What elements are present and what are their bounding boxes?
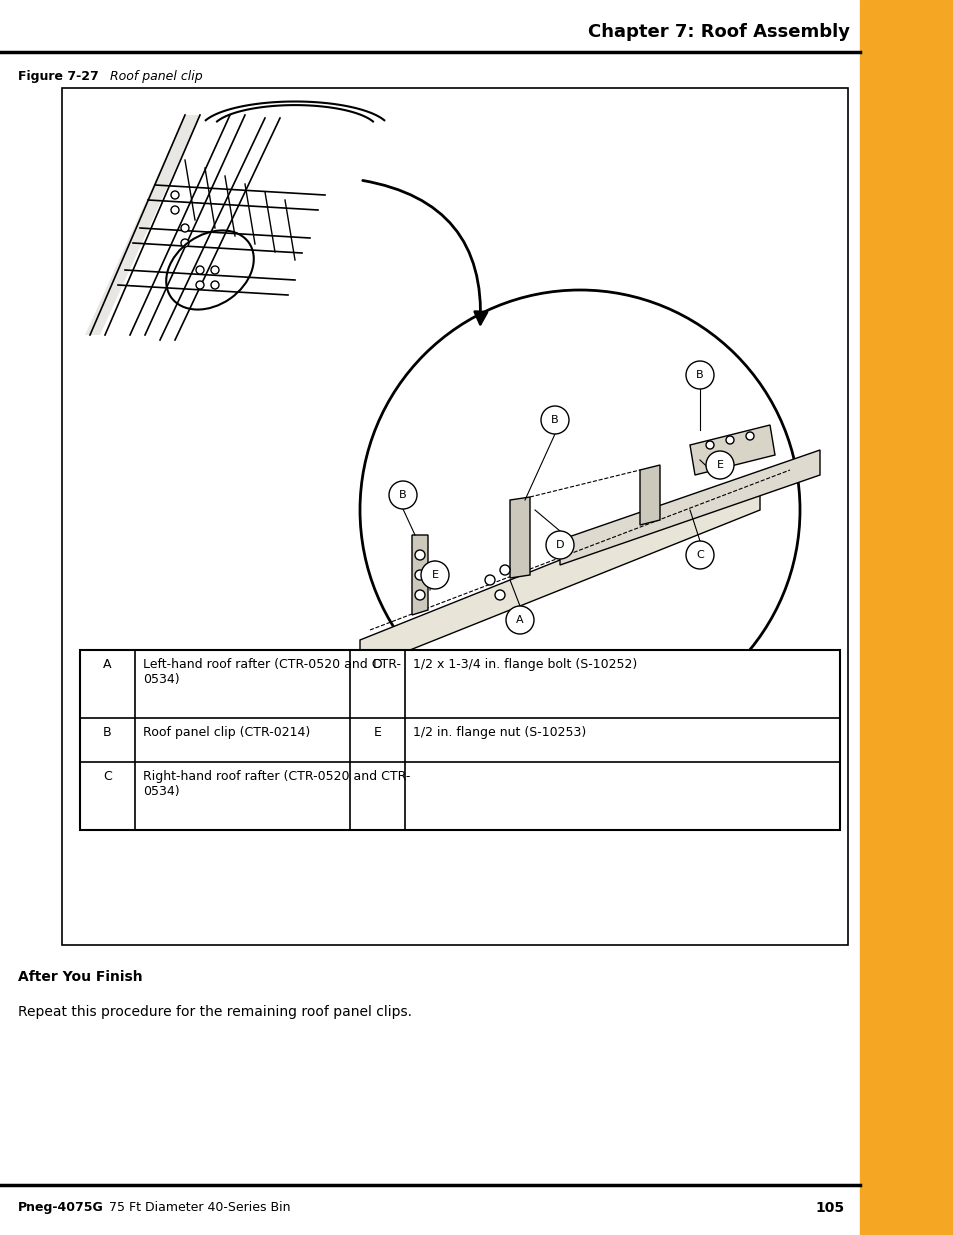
Circle shape [499, 564, 510, 576]
Bar [859, 0, 953, 1235]
Text: E: E [716, 459, 722, 471]
Circle shape [389, 480, 416, 509]
Circle shape [705, 451, 733, 479]
Circle shape [211, 266, 219, 274]
Text: Repeat this procedure for the remaining roof panel clips.: Repeat this procedure for the remaining … [18, 1005, 412, 1019]
Text: 105: 105 [815, 1200, 844, 1215]
FancyArrowPatch shape [362, 180, 486, 324]
Circle shape [705, 441, 713, 450]
Circle shape [195, 266, 204, 274]
Circle shape [745, 432, 753, 440]
Text: 1/2 x 1-3/4 in. flange bolt (S-10252): 1/2 x 1-3/4 in. flange bolt (S-10252) [413, 658, 637, 671]
Text: A: A [103, 658, 112, 671]
Text: Roof panel clip: Roof panel clip [106, 70, 202, 83]
Text: Left-hand roof rafter (CTR-0520 and CTR-
0534): Left-hand roof rafter (CTR-0520 and CTR-… [143, 658, 400, 685]
Circle shape [420, 561, 449, 589]
Polygon shape [559, 450, 820, 564]
Circle shape [484, 576, 495, 585]
Polygon shape [639, 466, 659, 525]
Text: After You Finish: After You Finish [18, 969, 143, 984]
Polygon shape [85, 115, 200, 335]
Text: E: E [374, 726, 381, 739]
Bar [80, 650, 840, 830]
Text: E: E [431, 571, 438, 580]
Text: 75 Ft Diameter 40-Series Bin: 75 Ft Diameter 40-Series Bin [105, 1202, 291, 1214]
Text: Pneg-4075G: Pneg-4075G [18, 1202, 104, 1214]
Text: A: A [516, 615, 523, 625]
Circle shape [195, 282, 204, 289]
Circle shape [415, 590, 424, 600]
Text: B: B [551, 415, 558, 425]
Text: B: B [398, 490, 406, 500]
Text: Roof panel clip (CTR-0214): Roof panel clip (CTR-0214) [143, 726, 310, 739]
Circle shape [171, 206, 179, 214]
Circle shape [181, 224, 189, 232]
Polygon shape [689, 425, 774, 475]
Polygon shape [510, 496, 530, 578]
Circle shape [545, 531, 574, 559]
Circle shape [171, 191, 179, 199]
Bar [62, 88, 847, 945]
Circle shape [540, 406, 568, 433]
Text: B: B [103, 726, 112, 739]
Text: Chapter 7: Roof Assembly: Chapter 7: Roof Assembly [587, 23, 849, 41]
Circle shape [505, 606, 534, 634]
Circle shape [725, 436, 733, 445]
Polygon shape [412, 535, 428, 615]
Circle shape [685, 541, 713, 569]
Polygon shape [359, 480, 760, 671]
Text: B: B [696, 370, 703, 380]
Text: C: C [696, 550, 703, 559]
Text: Right-hand roof rafter (CTR-0520 and CTR-
0534): Right-hand roof rafter (CTR-0520 and CTR… [143, 769, 410, 798]
Text: D: D [556, 540, 563, 550]
Circle shape [685, 361, 713, 389]
Text: C: C [103, 769, 112, 783]
Text: D: D [373, 658, 382, 671]
Circle shape [181, 240, 189, 247]
Circle shape [415, 571, 424, 580]
Text: Figure 7-27: Figure 7-27 [18, 70, 99, 83]
Circle shape [211, 282, 219, 289]
Text: 1/2 in. flange nut (S-10253): 1/2 in. flange nut (S-10253) [413, 726, 586, 739]
Circle shape [495, 590, 504, 600]
Circle shape [415, 550, 424, 559]
